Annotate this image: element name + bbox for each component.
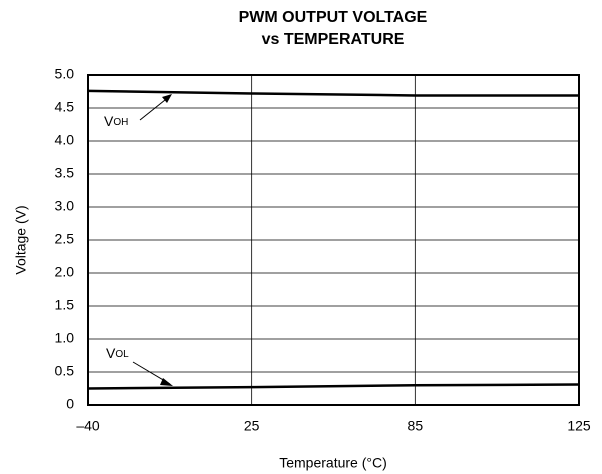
x-axis-label: Temperature (°C)	[279, 455, 387, 471]
y-tick-label: 4.5	[55, 99, 75, 115]
y-axis-label: Voltage (V)	[13, 205, 29, 274]
series-annotation: VOL	[106, 345, 129, 361]
arrow-head	[162, 94, 172, 103]
y-tick-label: 3.5	[55, 165, 75, 181]
plot-frame	[87, 74, 580, 406]
x-tick-label: 85	[408, 418, 424, 434]
y-tick-label: 0	[66, 396, 74, 412]
series-annotation: VOH	[104, 113, 128, 129]
y-tick-label: 5.0	[55, 66, 75, 82]
y-tick-label: 1.0	[55, 330, 75, 346]
data-line	[87, 383, 580, 390]
data-line	[87, 89, 579, 97]
x-tick-label: 25	[244, 418, 260, 434]
arrow-head	[160, 378, 173, 386]
chart-subtitle: vs TEMPERATURE	[262, 31, 405, 48]
x-tick-label: 125	[567, 418, 591, 434]
y-tick-label: 2.0	[55, 264, 75, 280]
y-tick-label: 3.0	[55, 198, 75, 214]
chart-title: PWM OUTPUT VOLTAGE	[239, 9, 428, 26]
y-tick-label: 1.5	[55, 297, 75, 313]
x-tick-label: –40	[76, 418, 100, 434]
y-tick-label: 4.0	[55, 132, 75, 148]
y-tick-label: 2.5	[55, 231, 75, 247]
y-tick-label: 0.5	[55, 363, 75, 379]
